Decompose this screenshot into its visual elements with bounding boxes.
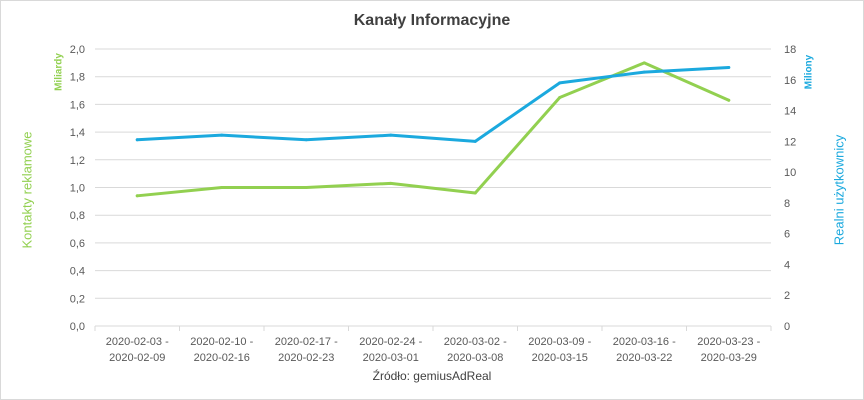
x-tick-label: 2020-03-09 -2020-03-15 [528, 336, 591, 364]
x-tick-label: 2020-02-03 -2020-02-09 [106, 336, 169, 364]
right-tick-label: 6 [784, 229, 790, 241]
right-tick-label: 10 [784, 167, 796, 179]
data-point [558, 81, 562, 85]
left-tick-label: 2,0 [70, 44, 85, 56]
right-tick-label: 2 [784, 290, 790, 302]
left-tick-label: 1,0 [70, 183, 85, 195]
data-point [220, 133, 224, 137]
x-tick-label: 2020-03-16 -2020-03-22 [613, 336, 676, 364]
right-tick-label: 12 [784, 136, 796, 148]
left-tick-label: 0,8 [70, 210, 85, 222]
left-tick-label: 0,2 [70, 293, 85, 305]
series-line-contacts [135, 61, 731, 198]
data-point [135, 138, 139, 142]
chart-title: Kanały Informacyjne [353, 12, 511, 29]
x-tick-label: 2020-02-10 -2020-02-16 [190, 336, 253, 364]
right-tick-label: 0 [784, 321, 790, 333]
right-tick-label: 18 [784, 44, 796, 56]
x-tick-label: 2020-03-23 -2020-03-29 [697, 336, 760, 364]
left-tick-label: 1,2 [70, 155, 85, 167]
source-note: Źródło: gemiusAdReal [372, 369, 492, 383]
data-point [473, 139, 477, 143]
data-point [304, 138, 308, 142]
data-point [389, 133, 393, 137]
data-point [558, 95, 562, 99]
right-tick-label: 8 [784, 198, 790, 210]
left-tick-label: 1,6 [70, 99, 85, 111]
x-tick-label: 2020-02-17 -2020-02-23 [275, 336, 338, 364]
data-point [389, 181, 393, 185]
x-tick-label: 2020-03-02 -2020-03-08 [444, 336, 507, 364]
left-tick-label: 0,4 [70, 266, 85, 278]
right-tick-label: 14 [784, 106, 796, 118]
data-point [220, 186, 224, 189]
data-point [473, 191, 477, 195]
left-tick-label: 1,8 [70, 72, 85, 84]
series-line-users [135, 65, 731, 143]
data-point [727, 65, 731, 69]
right-tick-label: 16 [784, 75, 796, 87]
data-point [727, 98, 731, 102]
right-tick-label: 4 [784, 259, 790, 271]
left-tick-label: 0,6 [70, 238, 85, 250]
data-point [642, 70, 646, 74]
left-tick-label: 1,4 [70, 127, 85, 139]
data-point [135, 194, 139, 198]
data-point [642, 61, 646, 65]
data-point [304, 186, 308, 189]
x-tick-label: 2020-02-24 -2020-03-01 [359, 336, 422, 364]
left-tick-label: 0,0 [70, 321, 85, 333]
